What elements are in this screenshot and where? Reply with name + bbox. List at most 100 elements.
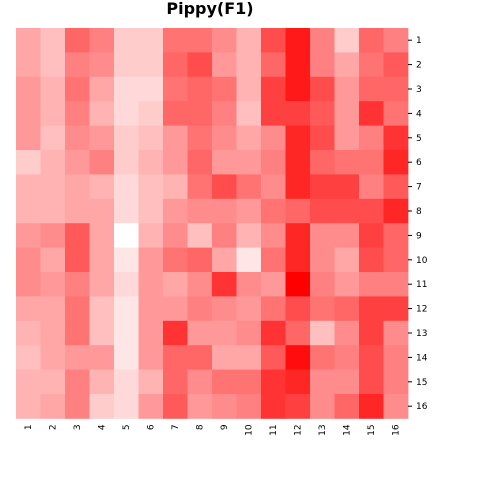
heatmap-cell-r16-c13 — [310, 394, 335, 419]
heatmap-cell-r11-c8 — [187, 272, 213, 297]
heatmap-cell-r9-c8 — [187, 223, 213, 248]
heatmap-cell-r8-c4 — [89, 198, 115, 224]
heatmap-cell-r14-c2 — [40, 345, 66, 370]
heatmap-cell-r13-c16 — [383, 320, 409, 346]
heatmap-cell-r12-c11 — [261, 296, 286, 322]
heatmap-cell-r7-c12 — [285, 174, 311, 200]
heatmap-cell-r4-c2 — [40, 101, 66, 126]
heatmap-cell-r4-c8 — [187, 101, 213, 126]
heatmap-cell-r12-c15 — [359, 296, 384, 322]
heatmap-cell-r2-c8 — [187, 52, 213, 78]
heatmap-cell-r4-c16 — [383, 101, 409, 126]
heatmap-cell-r4-c4 — [89, 101, 115, 126]
heatmap-cell-r15-c9 — [212, 369, 237, 395]
y-tick-label-8: 8 — [416, 207, 422, 217]
heatmap-cell-r11-c13 — [310, 272, 335, 297]
heatmap-cell-r14-c9 — [212, 345, 237, 370]
heatmap-cell-r6-c7 — [163, 150, 188, 175]
heatmap-cell-r2-c4 — [89, 52, 115, 78]
heatmap-cell-r6-c13 — [310, 150, 335, 175]
heatmap-cell-r2-c5 — [114, 52, 139, 78]
heatmap-cell-r8-c1 — [16, 198, 41, 224]
heatmap-cell-r6-c9 — [212, 150, 237, 175]
heatmap-cell-r2-c14 — [334, 52, 360, 78]
heatmap-cell-r1-c9 — [212, 28, 237, 53]
heatmap-cell-r3-c13 — [310, 76, 335, 102]
x-tick-label-4: 4 — [98, 424, 108, 430]
heatmap-cell-r8-c16 — [383, 198, 409, 224]
heatmap-cell-r15-c8 — [187, 369, 213, 395]
heatmap-cell-r1-c2 — [40, 28, 66, 53]
heatmap-cell-r7-c2 — [40, 174, 66, 200]
heatmap-cell-r2-c1 — [16, 52, 41, 78]
heatmap-cell-r11-c9 — [212, 272, 237, 297]
heatmap-cell-r10-c14 — [334, 247, 360, 273]
heatmap-cell-r6-c16 — [383, 150, 409, 175]
heatmap-cell-r5-c14 — [334, 125, 360, 151]
heatmap-cell-r9-c11 — [261, 223, 286, 248]
y-tick-label-10: 10 — [416, 256, 428, 266]
heatmap-cell-r2-c9 — [212, 52, 237, 78]
heatmap-cell-r13-c14 — [334, 320, 360, 346]
heatmap-cell-r13-c15 — [359, 320, 384, 346]
heatmap-cell-r14-c12 — [285, 345, 311, 370]
heatmap-cell-r7-c8 — [187, 174, 213, 200]
heatmap-cell-r9-c4 — [89, 223, 115, 248]
heatmap-cell-r5-c9 — [212, 125, 237, 151]
heatmap-cell-r13-c5 — [114, 320, 139, 346]
heatmap-cell-r3-c12 — [285, 76, 311, 102]
heatmap-cell-r3-c11 — [261, 76, 286, 102]
heatmap-cell-r6-c1 — [16, 150, 41, 175]
heatmap-cell-r15-c3 — [65, 369, 90, 395]
heatmap-cell-r15-c14 — [334, 369, 360, 395]
heatmap-cell-r14-c10 — [236, 345, 262, 370]
heatmap-cell-r5-c5 — [114, 125, 139, 151]
heatmap-cell-r3-c5 — [114, 76, 139, 102]
heatmap-cell-r8-c2 — [40, 198, 66, 224]
heatmap-cell-r2-c10 — [236, 52, 262, 78]
heatmap-cell-r7-c4 — [89, 174, 115, 200]
heatmap-cell-r9-c13 — [310, 223, 335, 248]
heatmap-cell-r5-c10 — [236, 125, 262, 151]
heatmap-cell-r15-c7 — [163, 369, 188, 395]
heatmap-cell-r7-c7 — [163, 174, 188, 200]
heatmap-cell-r9-c2 — [40, 223, 66, 248]
heatmap-cell-r1-c1 — [16, 28, 41, 53]
heatmap-cell-r3-c10 — [236, 76, 262, 102]
heatmap-cell-r15-c11 — [261, 369, 286, 395]
heatmap-cell-r14-c4 — [89, 345, 115, 370]
heatmap-cell-r6-c4 — [89, 150, 115, 175]
heatmap-cell-r10-c13 — [310, 247, 335, 273]
heatmap-cell-r4-c6 — [138, 101, 164, 126]
heatmap-cell-r6-c15 — [359, 150, 384, 175]
heatmap-cell-r13-c8 — [187, 320, 213, 346]
heatmap-cell-r14-c1 — [16, 345, 41, 370]
heatmap-cell-r11-c7 — [163, 272, 188, 297]
heatmap-cell-r15-c10 — [236, 369, 262, 395]
heatmap-cell-r6-c10 — [236, 150, 262, 175]
heatmap-cell-r2-c2 — [40, 52, 66, 78]
heatmap-cell-r12-c8 — [187, 296, 213, 322]
heatmap-cell-r1-c7 — [163, 28, 188, 53]
heatmap-cell-r6-c14 — [334, 150, 360, 175]
heatmap-cell-r8-c7 — [163, 198, 188, 224]
heatmap-cell-r4-c13 — [310, 101, 335, 126]
heatmap-cell-r10-c8 — [187, 247, 213, 273]
heatmap-cell-r7-c13 — [310, 174, 335, 200]
heatmap-cell-r14-c6 — [138, 345, 164, 370]
heatmap-cell-r12-c13 — [310, 296, 335, 322]
heatmap-cell-r5-c13 — [310, 125, 335, 151]
heatmap-cell-r13-c3 — [65, 320, 90, 346]
heatmap-cell-r12-c7 — [163, 296, 188, 322]
heatmap-cell-r5-c2 — [40, 125, 66, 151]
heatmap-cell-r4-c7 — [163, 101, 188, 126]
heatmap-cell-r12-c10 — [236, 296, 262, 322]
heatmap-cell-r16-c6 — [138, 394, 164, 419]
heatmap-cell-r14-c7 — [163, 345, 188, 370]
heatmap-cell-r9-c10 — [236, 223, 262, 248]
heatmap-cell-r11-c2 — [40, 272, 66, 297]
heatmap-cell-r13-c1 — [16, 320, 41, 346]
y-tick-label-6: 6 — [416, 158, 422, 168]
heatmap-cell-r3-c16 — [383, 76, 409, 102]
